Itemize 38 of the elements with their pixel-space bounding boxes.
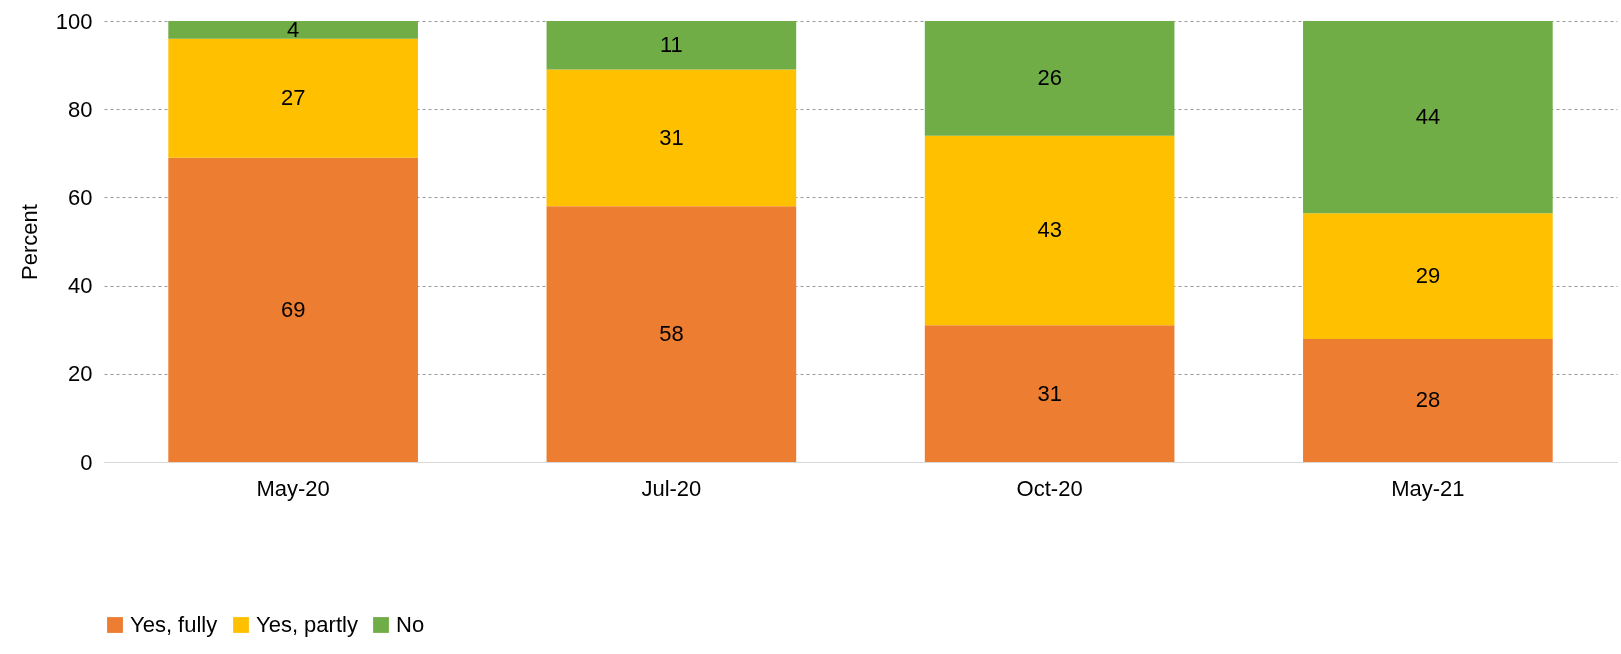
data-label: 31 xyxy=(659,124,684,150)
y-tick-label: 20 xyxy=(68,361,93,387)
data-label: 43 xyxy=(1037,217,1062,243)
bar xyxy=(168,38,418,158)
y-axis-title: Percent xyxy=(16,204,42,280)
bar xyxy=(924,135,1175,326)
bar xyxy=(168,157,418,462)
data-label: 58 xyxy=(659,321,684,347)
bar xyxy=(924,325,1175,462)
y-tick-label: 100 xyxy=(55,8,93,34)
data-label: 26 xyxy=(1037,65,1062,91)
x-tick-label: May-20 xyxy=(256,475,330,501)
data-label: 4 xyxy=(287,16,300,42)
legend-label: No xyxy=(396,612,425,637)
x-tick-label: May-21 xyxy=(1391,475,1465,501)
x-tick-label: Oct-20 xyxy=(1016,475,1083,501)
legend-label: Yes, partly xyxy=(256,612,358,637)
bar xyxy=(1303,213,1553,339)
y-tick-label: 0 xyxy=(80,449,93,475)
bar xyxy=(1303,338,1553,462)
data-label: 11 xyxy=(659,32,683,58)
data-label: 28 xyxy=(1415,387,1441,413)
data-label: 27 xyxy=(280,85,306,111)
data-label: 31 xyxy=(1037,380,1062,406)
bar xyxy=(546,206,797,462)
data-label: 69 xyxy=(280,296,306,322)
y-tick-label: 60 xyxy=(68,184,93,210)
legend-label: Yes, fully xyxy=(130,612,218,637)
bar xyxy=(546,69,797,207)
bar xyxy=(546,21,797,70)
bar xyxy=(1303,21,1553,214)
bar xyxy=(924,21,1175,136)
data-label: 29 xyxy=(1415,263,1441,289)
y-tick-label: 40 xyxy=(68,273,93,299)
x-tick-label: Jul-20 xyxy=(641,475,702,501)
y-tick-label: 80 xyxy=(68,96,93,122)
bar xyxy=(168,21,418,39)
data-label: 44 xyxy=(1415,104,1441,130)
